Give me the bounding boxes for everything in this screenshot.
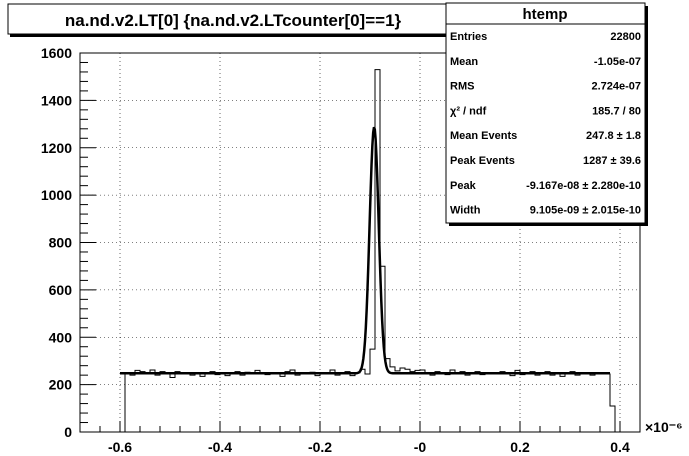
histogram-steps: [120, 69, 616, 433]
y-tick-label: 1400: [41, 92, 72, 108]
stats-value: 1287 ± 39.6: [583, 155, 641, 167]
stats-key: RMS: [450, 81, 474, 93]
stats-key: χ² / ndf: [450, 105, 487, 117]
chart-title: na.nd.v2.LT[0] {na.nd.v2.LTcounter[0]==1…: [65, 11, 402, 30]
stats-value: 247.8 ± 1.8: [586, 130, 641, 142]
stats-rows: Entries 22800 Mean -1.05e-07 RMS 2.724e-07 χ² …: [450, 31, 641, 217]
fit-line: [120, 126, 610, 375]
y-tick-label: 800: [49, 235, 73, 251]
title-box: na.nd.v2.LT[0] {na.nd.v2.LTcounter[0]==1…: [7, 3, 461, 37]
x-tick-label: -0.4: [208, 439, 232, 455]
x-tick-label: 0.2: [510, 439, 530, 455]
stats-title: htemp: [523, 6, 568, 23]
y-axis-ticks: 0 200 400 600 800 1000 1200 1400 1600: [41, 45, 96, 440]
stats-value: -9.167e-08 ± 2.280e-10: [526, 180, 641, 192]
stats-key: Peak: [450, 180, 477, 192]
stats-value: -1.05e-07: [594, 56, 641, 68]
stats-value: 9.105e-09 ± 2.015e-10: [530, 205, 641, 217]
y-tick-label: 400: [49, 329, 73, 345]
stats-key: Mean: [450, 56, 478, 68]
y-tick-label: 600: [49, 282, 73, 298]
stats-key: Width: [450, 205, 481, 217]
stats-value: 22800: [610, 31, 641, 43]
y-tick-label: 1000: [41, 187, 72, 203]
stats-value: 2.724e-07: [591, 81, 641, 93]
x-axis-multiplier: ×10⁻⁶: [645, 419, 683, 435]
stats-value: 185.7 / 80: [592, 105, 641, 117]
y-tick-label: 0: [64, 424, 72, 440]
x-axis-ticks: -0.6 -0.4 -0.2 -0 0.2 0.4: [79, 421, 641, 455]
x-tick-label: 0.4: [610, 439, 630, 455]
fit-curve: [120, 126, 610, 375]
x-tick-label: -0.2: [308, 439, 332, 455]
y-tick-label: 1600: [41, 45, 72, 61]
x-tick-label: -0: [414, 439, 427, 455]
y-tick-label: 1200: [41, 140, 72, 156]
histogram-series: [120, 69, 616, 433]
stats-key: Peak Events: [450, 155, 515, 167]
x-tick-label: -0.6: [108, 439, 132, 455]
stats-key: Mean Events: [450, 130, 517, 142]
y-tick-label: 200: [49, 377, 73, 393]
stats-box: htemp Entries 22800 Mean -1.05e-07 RMS 2.724e…: [445, 2, 648, 226]
stats-key: Entries: [450, 31, 487, 43]
